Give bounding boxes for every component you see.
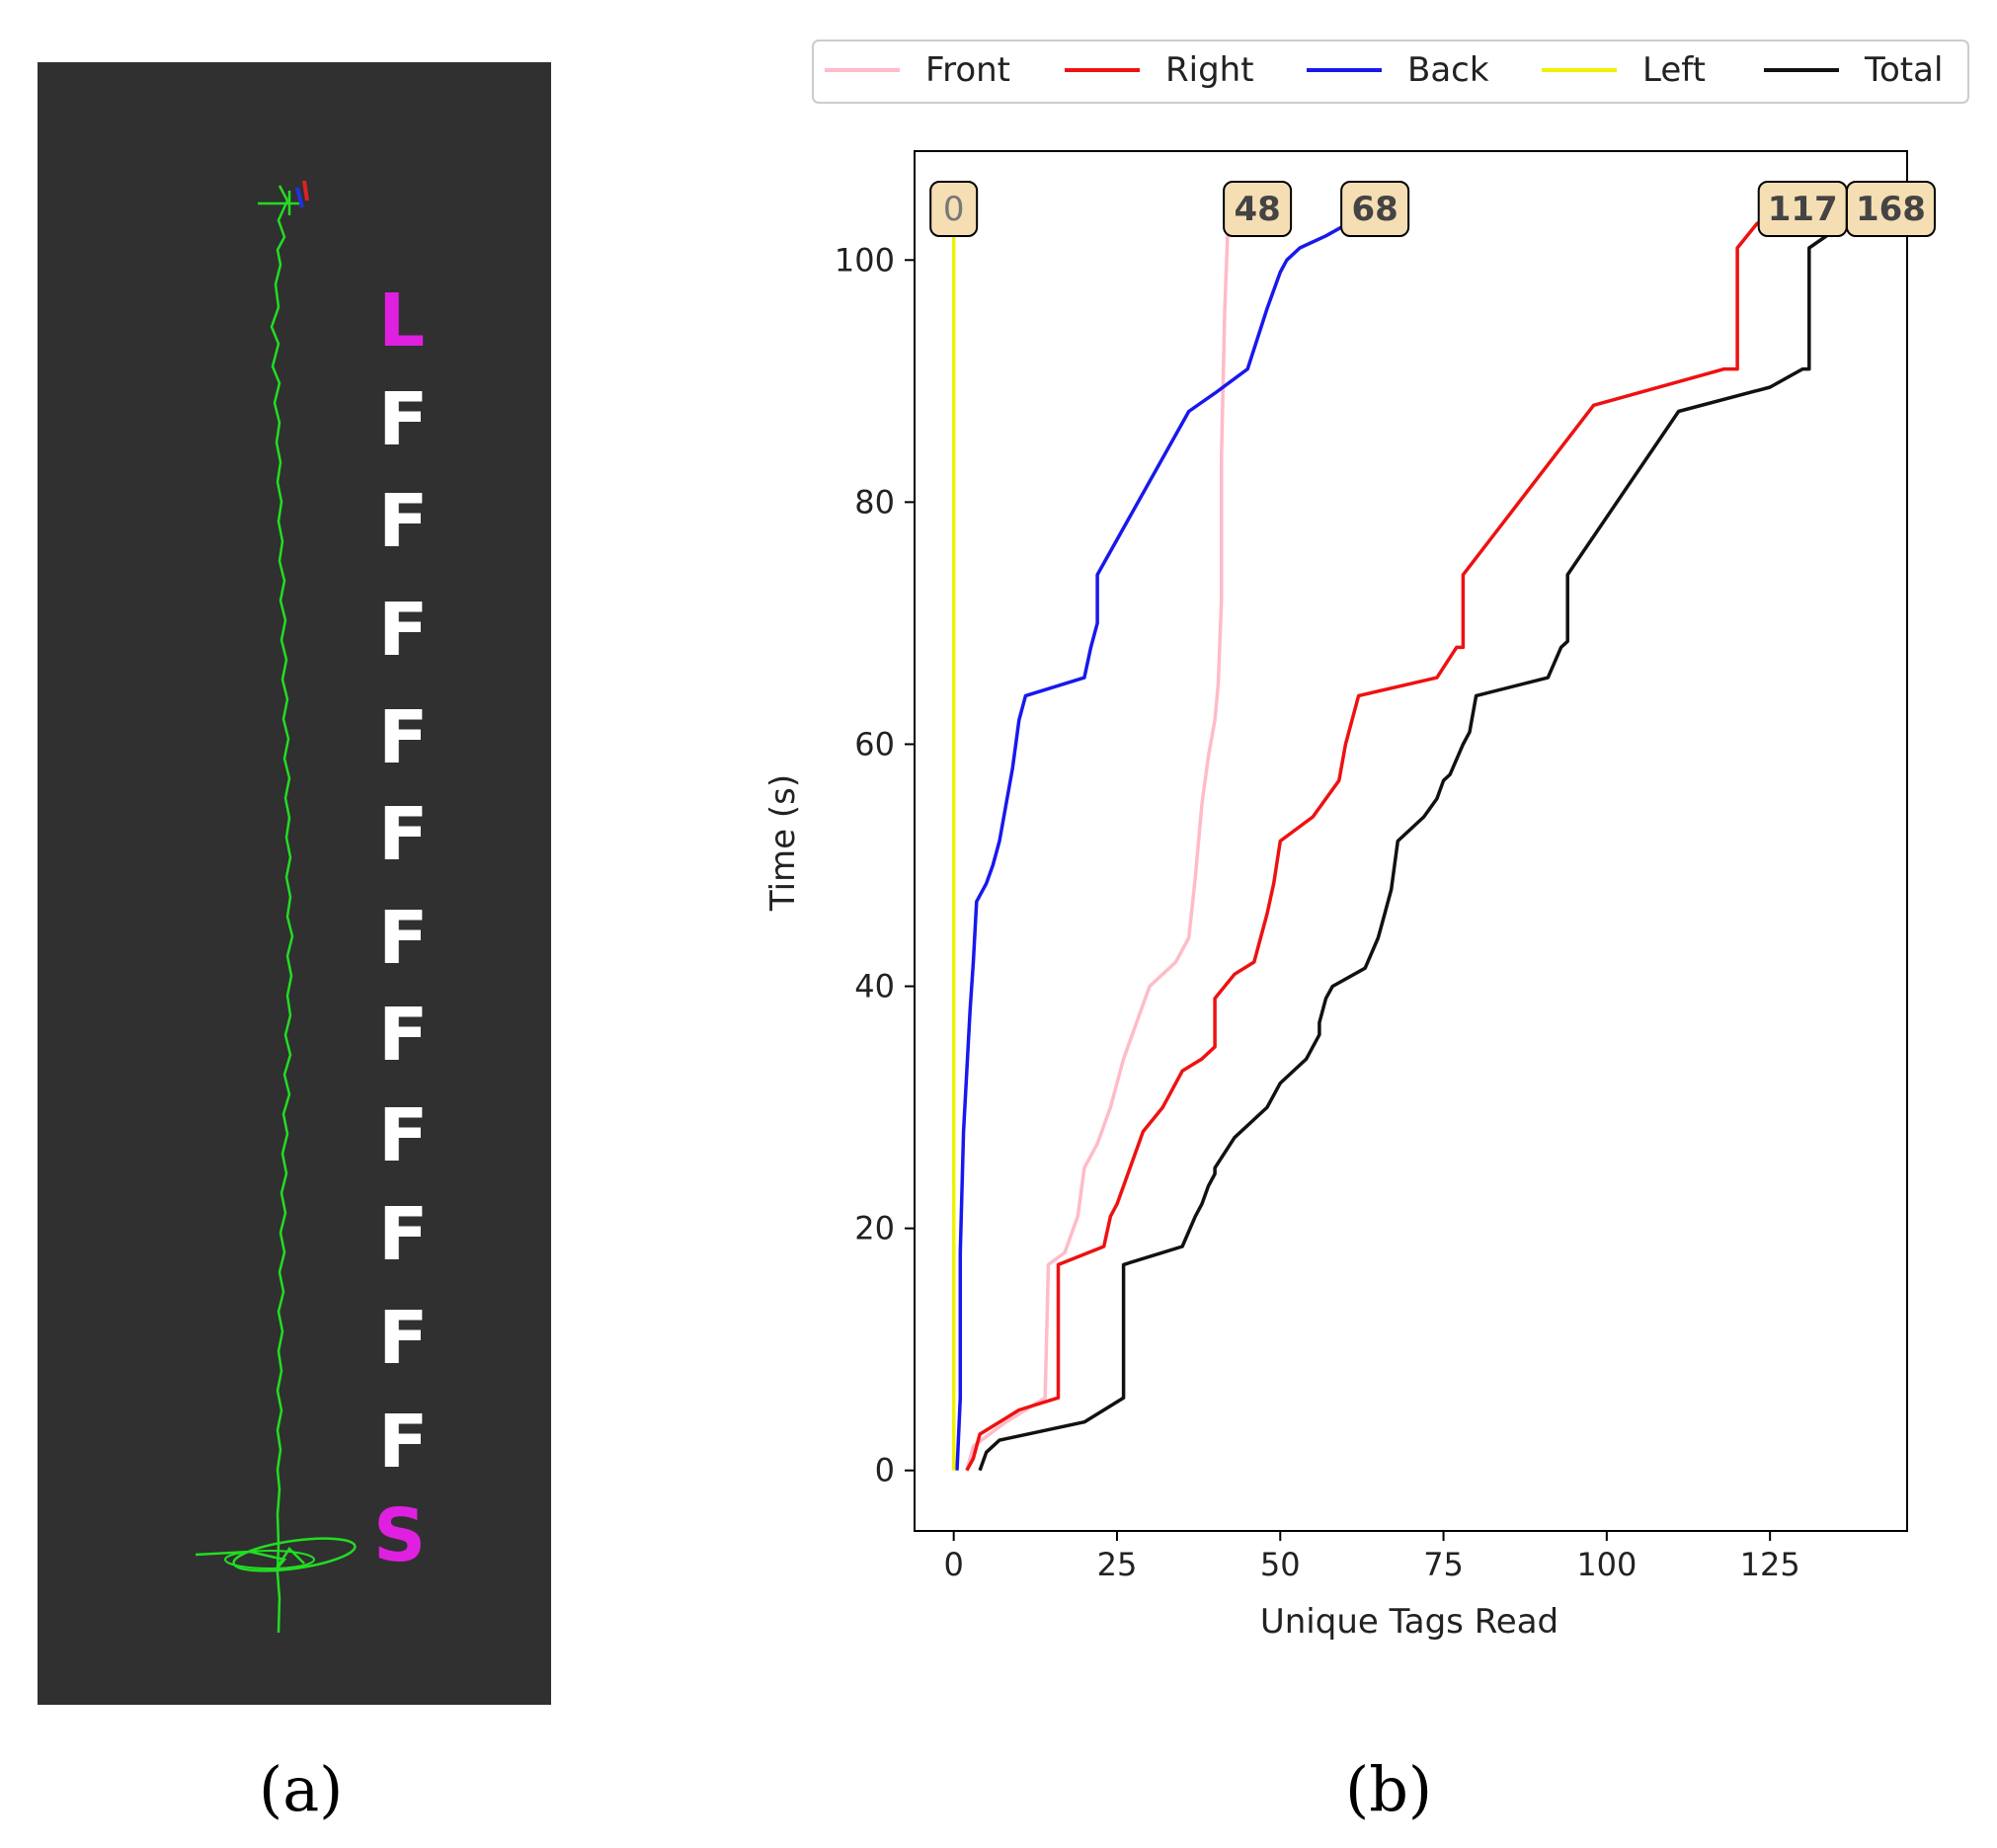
sequence-letter: F	[378, 1296, 429, 1381]
end-label-left: 0	[929, 181, 979, 237]
robot-trajectory-path	[270, 185, 294, 1634]
end-label-text: 117	[1768, 190, 1838, 229]
heading-axis-red	[302, 180, 309, 201]
y-tick-label: 0	[875, 1452, 895, 1489]
legend-label: Left	[1642, 50, 1706, 90]
sequence-letter: F	[378, 1400, 429, 1485]
y-tick-label: 40	[854, 968, 895, 1005]
y-tick-label: 100	[835, 241, 895, 279]
x-tick-label: 0	[943, 1546, 963, 1583]
end-label-front: 48	[1223, 181, 1293, 237]
sequence-letter: F	[378, 1192, 429, 1277]
series-line-right	[965, 209, 1778, 1472]
panel-b-caption: (b)	[1345, 1753, 1433, 1825]
sequence-letter: F	[378, 588, 429, 673]
sequence-letter: F	[378, 377, 429, 462]
x-tick-label: 25	[1097, 1546, 1138, 1583]
start-loop-inner	[224, 1550, 315, 1569]
legend-label: Front	[925, 50, 1010, 90]
heading-axis-blue	[295, 187, 304, 208]
panel-a-caption: (a)	[259, 1753, 344, 1825]
sequence-letter: S	[373, 1493, 427, 1578]
end-label-total: 168	[1845, 181, 1936, 237]
end-label-box	[1223, 181, 1293, 237]
y-tick-label: 20	[854, 1210, 895, 1247]
x-tick-label: 100	[1576, 1546, 1637, 1583]
y-tick-label: 60	[854, 725, 895, 763]
sequence-letter: F	[378, 695, 429, 780]
legend-box	[812, 40, 1969, 104]
end-label-box	[929, 181, 979, 237]
series-lines	[951, 209, 1856, 1472]
series-line-front	[965, 223, 1231, 1472]
plot-frame	[914, 150, 1908, 1532]
sequence-letter: F	[378, 479, 429, 564]
sequence-letter: F	[378, 993, 429, 1078]
legend-label: Back	[1407, 50, 1489, 90]
start-loop	[232, 1537, 357, 1572]
end-label-right: 117	[1757, 181, 1848, 237]
end-label-box	[1340, 181, 1410, 237]
sequence-letter: F	[378, 792, 429, 877]
sequence-letter: F	[378, 896, 429, 981]
sequence-letter: F	[378, 1093, 429, 1178]
start-loop-tail	[195, 1547, 305, 1572]
end-label-back: 68	[1340, 181, 1410, 237]
sequence-letter: L	[378, 279, 426, 363]
end-labels: 0 48 68 117 168	[929, 181, 1936, 237]
trajectory-svg	[195, 180, 357, 1634]
x-tick-label: 125	[1740, 1546, 1800, 1583]
legend-label: Total	[1864, 50, 1943, 90]
y-axis-label: Time (s)	[763, 774, 803, 912]
end-label-text: 0	[943, 190, 965, 229]
end-label-text: 168	[1856, 190, 1926, 229]
end-label-box	[1845, 181, 1936, 237]
legend-label: Right	[1165, 50, 1254, 90]
x-axis-label: Unique Tags Read	[1260, 1602, 1558, 1642]
x-tick-label: 75	[1423, 1546, 1464, 1583]
axes: 0 25 50 75 100 125 0 20 40 60 80 100	[835, 241, 1800, 1583]
end-label-text: 48	[1234, 190, 1280, 229]
end-marker-line	[258, 191, 302, 215]
y-tick-label: 80	[854, 483, 895, 521]
series-line-total	[978, 221, 1856, 1472]
x-tick-label: 50	[1260, 1546, 1301, 1583]
end-label-text: 68	[1351, 190, 1398, 229]
legend: Front Right Back Left Total	[812, 40, 1969, 104]
series-line-back	[955, 210, 1367, 1471]
